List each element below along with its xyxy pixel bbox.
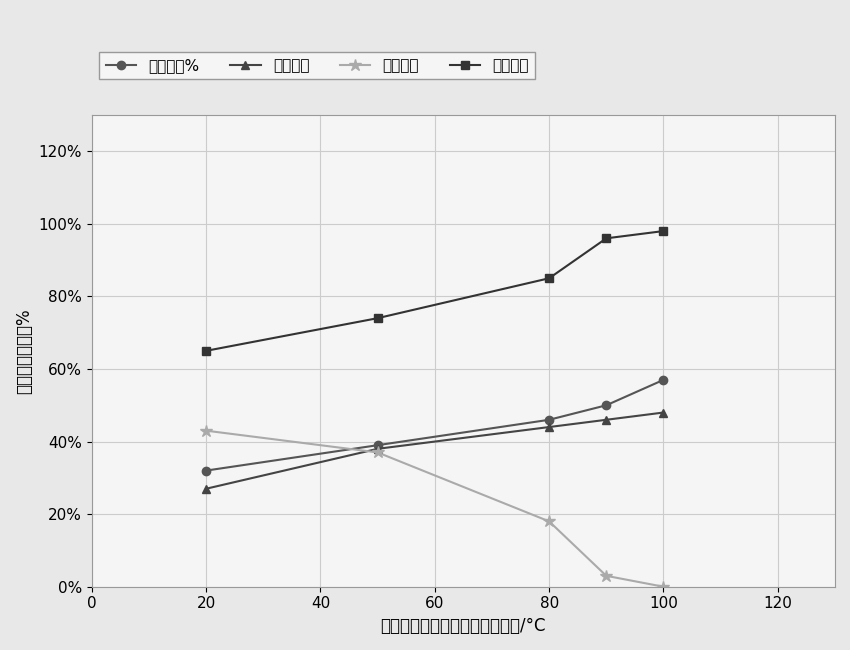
镍浸出率%: [659, 376, 669, 384]
锡浸出率: [544, 517, 554, 525]
锂浸出率: [372, 314, 382, 322]
锡浸出率: [201, 427, 211, 435]
锂浸出率: [659, 227, 669, 235]
Line: 锂浸出率: 锂浸出率: [202, 227, 667, 355]
鉤浸出率: [659, 409, 669, 417]
X-axis label: 不同温度下镍鉤锡锂的浸出效果/°C: 不同温度下镍鉤锡锂的浸出效果/°C: [381, 617, 547, 635]
镍浸出率%: [372, 441, 382, 449]
Line: 鉤浸出率: 鉤浸出率: [202, 408, 667, 493]
镍浸出率%: [201, 467, 211, 474]
锂浸出率: [201, 347, 211, 355]
鉤浸出率: [201, 485, 211, 493]
锡浸出率: [601, 572, 611, 580]
镍浸出率%: [601, 401, 611, 409]
Legend: 镍浸出率%, 鉤浸出率, 锡浸出率, 锂浸出率: 镍浸出率%, 鉤浸出率, 锡浸出率, 锂浸出率: [99, 52, 535, 79]
鉤浸出率: [372, 445, 382, 452]
锂浸出率: [601, 235, 611, 242]
Line: 镍浸出率%: 镍浸出率%: [202, 376, 667, 474]
Y-axis label: 镍鉤锡锂浸出率%: 镍鉤锡锂浸出率%: [15, 308, 33, 394]
镍浸出率%: [544, 416, 554, 424]
锡浸出率: [659, 583, 669, 591]
Line: 锡浸出率: 锡浸出率: [200, 424, 670, 593]
鉤浸出率: [601, 416, 611, 424]
锂浸出率: [544, 274, 554, 282]
鉤浸出率: [544, 423, 554, 431]
锡浸出率: [372, 448, 382, 456]
